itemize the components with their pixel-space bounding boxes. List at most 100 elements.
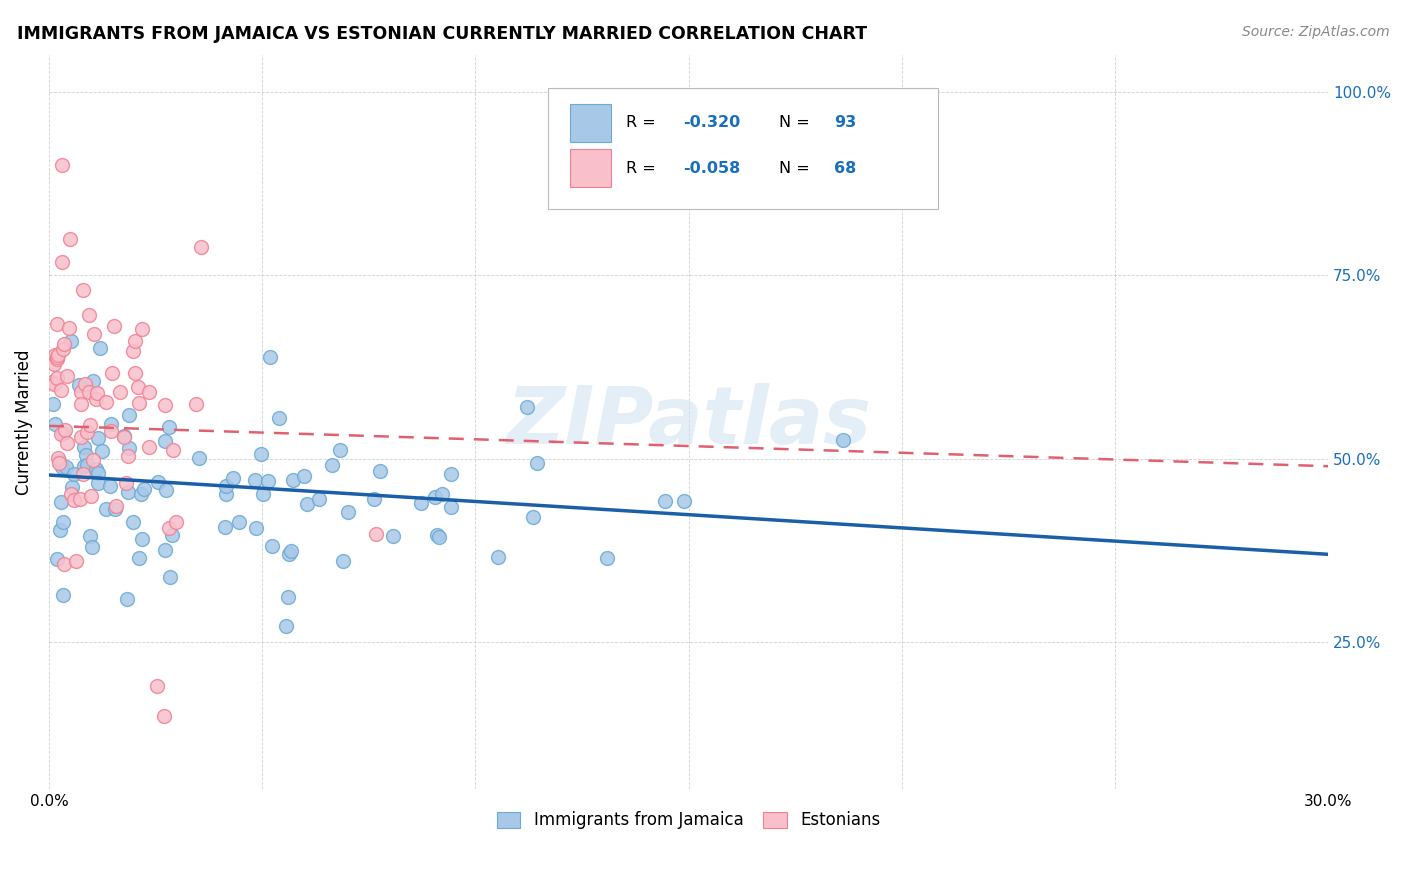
Point xyxy=(51,158,73,172)
Point xyxy=(59,487,82,501)
Point xyxy=(215,479,238,493)
Point xyxy=(94,394,117,409)
Point xyxy=(336,505,359,519)
Point xyxy=(100,424,122,438)
Point xyxy=(117,484,139,499)
Point xyxy=(128,396,150,410)
Point xyxy=(48,454,70,468)
Point xyxy=(364,527,387,541)
Point xyxy=(426,528,449,542)
Point xyxy=(245,521,267,535)
Legend: Immigrants from Jamaica, Estonians: Immigrants from Jamaica, Estonians xyxy=(491,805,887,836)
Point xyxy=(228,515,250,529)
Point xyxy=(115,592,138,607)
Point xyxy=(256,474,278,488)
Point xyxy=(259,350,281,364)
Point xyxy=(56,436,79,450)
Point xyxy=(52,337,75,351)
Point xyxy=(104,502,127,516)
Point xyxy=(277,590,299,604)
Point xyxy=(277,547,299,561)
Point xyxy=(321,458,343,473)
Point xyxy=(63,467,86,482)
Text: R =: R = xyxy=(626,161,661,176)
Point xyxy=(79,529,101,543)
Point xyxy=(65,554,87,568)
Point xyxy=(52,515,75,529)
Point xyxy=(75,377,97,392)
Point xyxy=(41,375,63,389)
Point xyxy=(46,352,69,367)
Point xyxy=(46,552,69,566)
Point xyxy=(363,491,385,506)
Point xyxy=(87,475,110,490)
Point xyxy=(98,478,121,492)
Text: R =: R = xyxy=(626,115,661,130)
Point xyxy=(132,482,155,496)
Point xyxy=(155,434,177,448)
Point xyxy=(75,448,97,462)
Point xyxy=(308,492,330,507)
Point xyxy=(146,680,169,694)
Point xyxy=(128,550,150,565)
Point xyxy=(79,417,101,432)
Point xyxy=(48,456,70,470)
Point xyxy=(87,431,110,445)
Point xyxy=(108,384,131,399)
Text: Source: ZipAtlas.com: Source: ZipAtlas.com xyxy=(1241,25,1389,39)
Point xyxy=(281,473,304,487)
Point xyxy=(72,467,94,482)
Point xyxy=(832,433,855,447)
Point xyxy=(77,385,100,400)
Point xyxy=(294,469,316,483)
Point xyxy=(77,308,100,322)
Point xyxy=(73,440,96,454)
Point xyxy=(49,427,72,442)
Point xyxy=(138,384,160,399)
Point xyxy=(411,496,433,510)
Point xyxy=(49,523,72,537)
Point xyxy=(117,450,139,464)
Point xyxy=(427,530,450,544)
Point xyxy=(252,487,274,501)
Point xyxy=(59,232,82,246)
Point xyxy=(73,459,96,474)
Point xyxy=(654,494,676,508)
Point xyxy=(153,708,176,723)
Point xyxy=(131,321,153,335)
Point xyxy=(368,464,391,478)
Point xyxy=(44,417,66,431)
Point xyxy=(45,318,67,332)
Point xyxy=(332,554,354,568)
Point xyxy=(82,452,104,467)
Point xyxy=(69,384,91,399)
Point xyxy=(245,473,267,487)
Point xyxy=(118,441,141,455)
Point xyxy=(423,491,446,505)
Point xyxy=(129,487,152,501)
Text: IMMIGRANTS FROM JAMAICA VS ESTONIAN CURRENTLY MARRIED CORRELATION CHART: IMMIGRANTS FROM JAMAICA VS ESTONIAN CURR… xyxy=(17,25,868,43)
Text: ZIPatlas: ZIPatlas xyxy=(506,384,872,461)
Point xyxy=(329,443,352,458)
Point xyxy=(260,539,283,553)
Point xyxy=(295,497,318,511)
Point xyxy=(46,348,69,362)
Point xyxy=(59,334,82,348)
Point xyxy=(131,532,153,546)
Point xyxy=(440,467,463,482)
Point xyxy=(69,492,91,507)
Point xyxy=(46,370,69,384)
Text: -0.058: -0.058 xyxy=(683,161,741,176)
Point xyxy=(105,500,128,514)
Point xyxy=(51,255,73,269)
Point xyxy=(124,334,146,348)
Point xyxy=(70,397,93,411)
Point xyxy=(58,320,80,334)
Point xyxy=(214,520,236,534)
Point xyxy=(162,442,184,457)
Point xyxy=(80,489,103,503)
Point xyxy=(103,319,125,334)
Y-axis label: Currently Married: Currently Married xyxy=(15,350,32,495)
Point xyxy=(432,487,454,501)
Text: -0.320: -0.320 xyxy=(683,115,741,130)
